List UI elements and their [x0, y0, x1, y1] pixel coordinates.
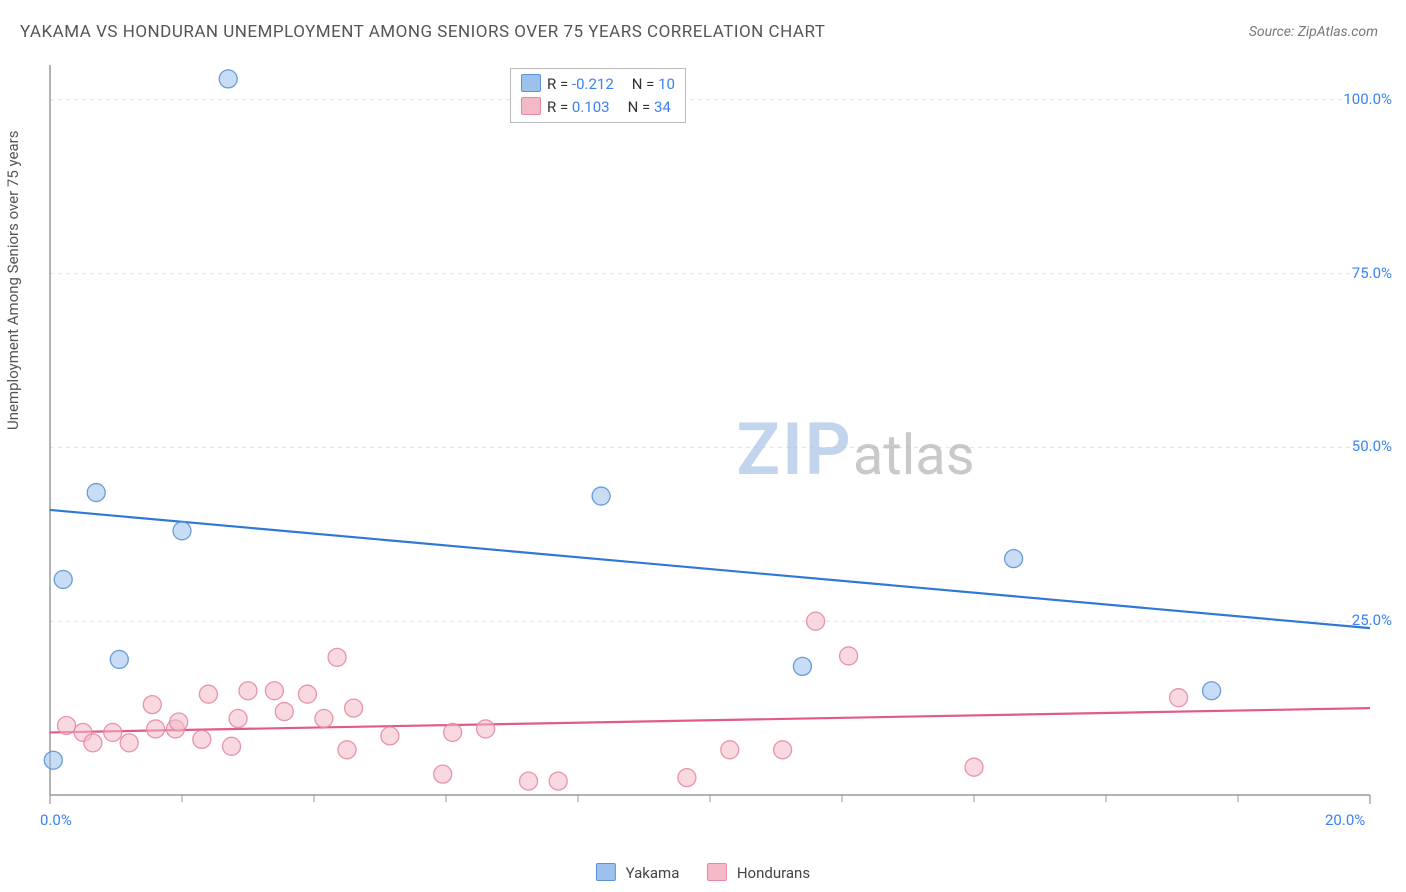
- legend-label-hondurans: Hondurans: [737, 864, 810, 882]
- n-value: 34: [654, 98, 671, 116]
- n-label: N =: [632, 75, 658, 93]
- stats-legend-row-yakama: R = -0.212 N = 10: [521, 73, 675, 96]
- source-label: Source:: [1249, 24, 1294, 40]
- r-value: 0.103: [572, 98, 610, 116]
- y-tick: 75.0%: [1352, 264, 1392, 282]
- svg-text:ZIPatlas: ZIPatlas: [736, 407, 974, 492]
- r-label: R =: [547, 98, 572, 116]
- plot-svg: ZIPatlas: [50, 65, 1370, 835]
- y-tick: 100.0%: [1343, 90, 1392, 108]
- legend-swatch-yakama: [596, 863, 616, 881]
- legend-swatch-hondurans: [707, 863, 727, 881]
- legend-swatch: [521, 97, 541, 115]
- y-tick: 25.0%: [1352, 611, 1392, 629]
- legend-item-hondurans: Hondurans: [707, 864, 810, 882]
- stats-legend-row-hondurans: R = 0.103 N = 34: [521, 96, 675, 119]
- correlation-legend: R = -0.212 N = 10 R = 0.103 N = 34: [510, 68, 686, 123]
- source-attribution: Source: ZipAtlas.com: [1249, 24, 1378, 40]
- n-label: N =: [628, 98, 654, 116]
- r-label: R =: [547, 75, 572, 93]
- legend-swatch: [521, 74, 541, 92]
- r-value: -0.212: [572, 75, 614, 93]
- x-tick: 0.0%: [40, 811, 72, 829]
- scatter-plot: ZIPatlas R = -0.212 N = 10 R = 0.103 N = 34: [50, 65, 1370, 835]
- series-legend: Yakama Hondurans: [584, 863, 822, 882]
- x-tick: 20.0%: [1325, 811, 1365, 829]
- y-tick: 50.0%: [1352, 437, 1392, 455]
- legend-label-yakama: Yakama: [626, 864, 680, 882]
- legend-item-yakama: Yakama: [596, 864, 683, 882]
- n-value: 10: [658, 75, 675, 93]
- chart-title: YAKAMA VS HONDURAN UNEMPLOYMENT AMONG SE…: [20, 22, 825, 42]
- y-axis-label: Unemployment Among Seniors over 75 years: [4, 131, 22, 430]
- source-name: ZipAtlas.com: [1298, 24, 1378, 40]
